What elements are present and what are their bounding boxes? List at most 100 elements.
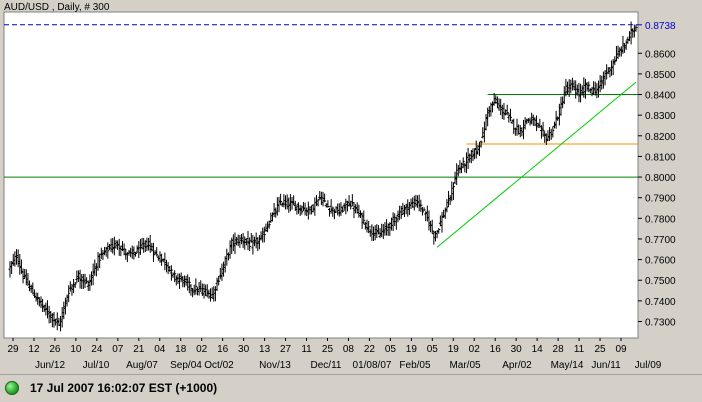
ohlc-bar <box>106 242 110 259</box>
x-day-label: 10 <box>70 344 82 355</box>
ohlc-bar <box>279 193 283 206</box>
x-day-label: 16 <box>490 344 502 355</box>
x-day-label: 04 <box>154 344 166 355</box>
ohlc-bar <box>98 253 102 269</box>
y-tick-label: 0.7500 <box>645 276 676 287</box>
ohlc-bar <box>437 228 441 234</box>
ohlc-bar <box>187 277 191 294</box>
x-month-label: Feb/05 <box>399 360 431 371</box>
ohlc-bar <box>217 276 221 286</box>
x-day-label: 02 <box>469 344 481 355</box>
ohlc-bar <box>420 207 424 216</box>
ohlc-bar <box>587 81 591 93</box>
x-month-label: Nov/13 <box>259 360 291 371</box>
y-tick-label: 0.7700 <box>645 235 676 246</box>
x-day-label: 12 <box>28 344 40 355</box>
x-day-label: 18 <box>175 344 187 355</box>
x-day-label: 05 <box>427 344 439 355</box>
ohlc-bar <box>316 198 320 207</box>
x-month-label: Jun/11 <box>591 360 621 371</box>
ohlc-bar <box>508 108 512 122</box>
y-tick-label: 0.7900 <box>645 194 676 205</box>
x-day-label: 19 <box>448 344 460 355</box>
status-bar: 17 Jul 2007 16:02:07 EST (+1000) <box>0 374 702 402</box>
y-tick-label: 0.8100 <box>645 152 676 163</box>
ohlc-bar <box>326 200 330 208</box>
y-tick-label: 0.8000 <box>645 173 676 184</box>
x-day-label: 29 <box>7 344 19 355</box>
ohlc-bar <box>479 140 483 148</box>
x-month-label: Dec/11 <box>311 360 342 371</box>
ohlc-bar <box>155 247 159 257</box>
last-price-label: 0.8738 <box>645 21 676 32</box>
ohlc-bars <box>8 21 638 332</box>
y-tick-label: 0.8400 <box>645 91 676 102</box>
ohlc-bar <box>248 237 252 251</box>
y-tick-label: 0.8300 <box>645 111 676 122</box>
x-day-label: 24 <box>91 344 103 355</box>
x-axis: 29 12 26 10 24 07 21 04 18 02 16 30 13 27 11 25 08 22 05 19… <box>7 338 662 371</box>
ohlc-bar <box>267 220 271 229</box>
x-day-label: 30 <box>238 344 250 355</box>
ohlc-bar <box>262 226 266 243</box>
x-month-label: Sep/04 <box>170 360 202 371</box>
y-tick-label: 0.7600 <box>645 256 676 267</box>
x-day-label: 08 <box>343 344 355 355</box>
x-day-label: 19 <box>406 344 418 355</box>
x-day-label: 25 <box>322 344 334 355</box>
ohlc-bar <box>541 121 545 137</box>
x-month-label: May/14 <box>551 360 584 371</box>
y-tick-label: 0.7800 <box>645 214 676 225</box>
x-day-label: 02 <box>196 344 208 355</box>
x-day-label: 30 <box>511 344 523 355</box>
ohlc-bar <box>151 242 155 263</box>
ohlc-bar <box>461 157 465 169</box>
ohlc-bar <box>73 281 77 288</box>
x-month-label: 01/08/07 <box>353 360 392 371</box>
x-day-label: 28 <box>553 344 565 355</box>
y-axis: 0.7300 0.7400 0.7500 0.7600 0.7700 0.7800 0.79… <box>638 21 676 328</box>
x-day-label: 14 <box>532 344 544 355</box>
x-month-label: Mar/05 <box>449 360 481 371</box>
rising-trend-line[interactable] <box>436 81 637 248</box>
ohlc-bar <box>349 200 353 210</box>
ohlc-bar <box>634 24 638 32</box>
x-month-label: Jun/12 <box>35 360 65 371</box>
status-timestamp: 17 Jul 2007 16:02:07 EST (+1000) <box>30 381 218 395</box>
ohlc-bar <box>505 104 509 116</box>
ohlc-bar <box>134 252 138 257</box>
ohlc-bar <box>341 206 345 213</box>
y-tick-label: 0.8600 <box>645 49 676 60</box>
ohlc-bar <box>367 221 371 234</box>
x-day-label: 13 <box>259 344 271 355</box>
y-tick-label: 0.7300 <box>645 317 676 328</box>
price-chart: AUD/USD , Daily, # 300 0.7300 0.7400 0.750… <box>3 2 677 371</box>
ohlc-bar <box>362 210 366 225</box>
x-day-label: 09 <box>615 344 627 355</box>
y-tick-label: 0.7400 <box>645 297 676 308</box>
connection-status-icon <box>5 381 19 395</box>
ohlc-bar <box>67 285 71 303</box>
ohlc-bar <box>419 199 423 212</box>
ohlc-bar <box>331 206 335 217</box>
y-tick-label: 0.8500 <box>645 70 676 81</box>
x-day-label: 07 <box>112 344 124 355</box>
x-month-label: Jul/09 <box>635 360 662 371</box>
x-month-label: Apr/02 <box>502 360 532 371</box>
plot-area[interactable] <box>3 11 639 339</box>
ohlc-bar <box>422 207 426 212</box>
x-day-label: 27 <box>280 344 292 355</box>
ohlc-bar <box>306 201 310 220</box>
y-tick-label: 0.8200 <box>645 132 676 143</box>
ohlc-bar <box>451 182 455 200</box>
ohlc-bar <box>445 199 449 213</box>
x-day-label: 16 <box>217 344 229 355</box>
ohlc-bar <box>300 205 304 215</box>
x-month-label: Jul/10 <box>83 360 110 371</box>
x-day-label: 05 <box>385 344 397 355</box>
x-day-label: 22 <box>364 344 376 355</box>
ohlc-bar <box>323 193 327 203</box>
x-day-label: 11 <box>301 344 312 355</box>
chart-title: AUD/USD , Daily, # 300 <box>4 2 110 13</box>
